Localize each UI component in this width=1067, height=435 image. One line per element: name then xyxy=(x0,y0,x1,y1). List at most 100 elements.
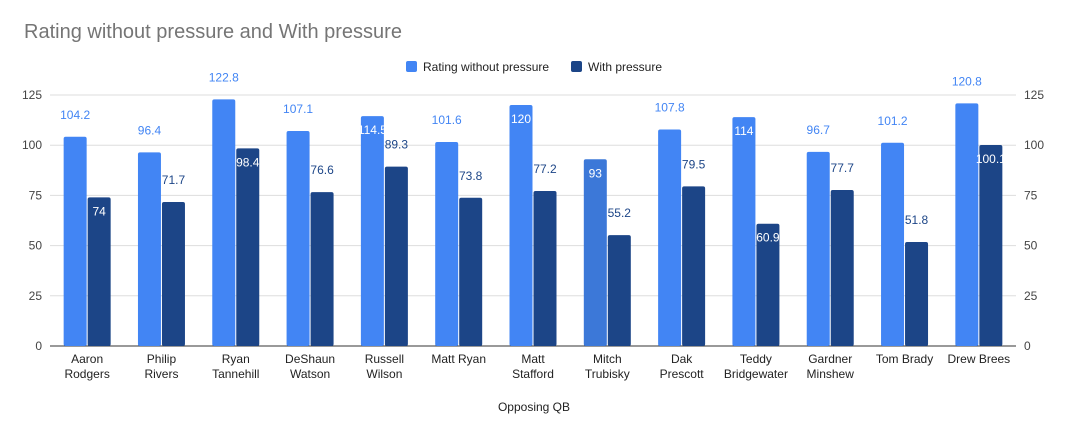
y-tick-label-right: 75 xyxy=(1024,188,1038,202)
data-label-without-pressure: 93 xyxy=(589,166,603,180)
category-label: DeShaun Watson xyxy=(285,352,335,381)
data-label-without-pressure: 120 xyxy=(511,112,531,126)
category-label-line: Rivers xyxy=(144,367,178,381)
data-label-with-pressure: 71.7 xyxy=(162,173,186,187)
bar-with-pressure xyxy=(830,189,854,346)
category-label-line: Bridgewater xyxy=(724,367,788,381)
bar-rating-without-pressure xyxy=(955,103,979,347)
category-label-line: Russell xyxy=(365,352,404,366)
data-label-with-pressure: 100.1 xyxy=(976,152,1006,166)
bar-rating-without-pressure xyxy=(658,129,682,346)
category-labels: Aaron Rodgers Philip Rivers Ryan Tannehill DeS… xyxy=(64,352,1010,381)
bar-rating-without-pressure xyxy=(509,105,533,346)
category-label-line: Matt xyxy=(521,352,545,366)
bar-rating-without-pressure xyxy=(360,116,384,346)
y-tick-label-left: 125 xyxy=(22,88,42,102)
gridlines xyxy=(50,94,1016,347)
y-tick-label-right: 125 xyxy=(1024,88,1044,102)
legend-swatch-without-pressure xyxy=(406,61,417,72)
category-label: Dak Prescott xyxy=(660,352,705,381)
data-label-with-pressure: 89.3 xyxy=(385,138,409,152)
y-tick-label-left: 25 xyxy=(29,289,43,303)
bar-rating-without-pressure xyxy=(732,117,756,346)
data-label-with-pressure: 77.7 xyxy=(831,161,855,175)
category-label-line: Stafford xyxy=(512,367,554,381)
y-tick-label-right: 25 xyxy=(1024,289,1038,303)
y-tick-label-right: 100 xyxy=(1024,138,1044,152)
data-label-without-pressure: 107.8 xyxy=(655,101,685,115)
axis-ticks: 0 0 25 25 50 50 75 75 100 100 125 125 xyxy=(22,88,1044,353)
data-label-without-pressure: 120.8 xyxy=(952,74,982,88)
bar-with-pressure xyxy=(236,148,260,346)
category-label: Tom Brady xyxy=(876,352,933,366)
bar-rating-without-pressure xyxy=(137,152,161,346)
category-label-line: Matt Ryan xyxy=(431,352,486,366)
category-label-line: Tom Brady xyxy=(876,352,933,366)
data-label-without-pressure: 104.2 xyxy=(60,108,90,122)
data-label-without-pressure: 96.7 xyxy=(807,123,831,137)
category-label-line: Philip xyxy=(147,352,177,366)
x-axis-title: Opposing QB xyxy=(498,400,570,414)
bar-with-pressure xyxy=(533,190,557,346)
category-label-line: Trubisky xyxy=(585,367,630,381)
category-label-line: Aaron xyxy=(71,352,103,366)
chart-title: Rating without pressure and With pressur… xyxy=(24,21,402,43)
y-tick-label-right: 50 xyxy=(1024,239,1038,253)
bar-with-pressure xyxy=(161,202,185,346)
category-label-line: Ryan xyxy=(222,352,250,366)
category-label-line: Teddy xyxy=(740,352,772,366)
y-tick-label-left: 50 xyxy=(29,239,43,253)
category-label-line: DeShaun xyxy=(285,352,335,366)
data-label-without-pressure: 101.2 xyxy=(878,114,908,128)
data-label-without-pressure: 96.4 xyxy=(138,123,162,137)
bar-with-pressure xyxy=(682,186,706,346)
category-label-line: Minshew xyxy=(807,367,855,381)
bar-with-pressure xyxy=(384,166,408,346)
data-label-with-pressure: 73.8 xyxy=(459,169,483,183)
category-label-line: Watson xyxy=(290,367,330,381)
data-label-without-pressure: 114 xyxy=(734,124,753,138)
category-label-line: Prescott xyxy=(660,367,705,381)
bar-with-pressure xyxy=(905,241,929,346)
category-label-line: Mitch xyxy=(593,352,622,366)
category-label-line: Wilson xyxy=(366,367,402,381)
legend-swatch-with-pressure xyxy=(571,61,582,72)
legend-label-with-pressure: With pressure xyxy=(588,60,662,74)
data-label-with-pressure: 51.8 xyxy=(905,213,929,227)
y-tick-label-left: 100 xyxy=(22,138,42,152)
bar-with-pressure xyxy=(310,192,334,346)
bar-rating-without-pressure xyxy=(63,136,87,346)
data-label-with-pressure: 55.2 xyxy=(608,206,632,220)
y-tick-label-right: 0 xyxy=(1024,339,1031,353)
category-label: Aaron Rodgers xyxy=(64,352,109,381)
data-label-without-pressure: 122.8 xyxy=(209,70,239,84)
data-label-with-pressure: 74 xyxy=(92,204,106,218)
category-label: Matt Stafford xyxy=(512,352,554,381)
data-label-without-pressure: 114.5 xyxy=(358,123,387,137)
category-label: Gardner Minshew xyxy=(807,352,855,381)
bar-with-pressure xyxy=(607,235,631,346)
category-label: Russell Wilson xyxy=(365,352,404,381)
bar-with-pressure xyxy=(979,144,1003,346)
bars xyxy=(63,99,1003,347)
category-label: Teddy Bridgewater xyxy=(724,352,788,381)
bar-rating-without-pressure xyxy=(212,99,236,346)
category-label: Drew Brees xyxy=(948,352,1011,366)
y-tick-label-left: 75 xyxy=(29,188,43,202)
category-label: Ryan Tannehill xyxy=(212,352,259,381)
category-label: Philip Rivers xyxy=(144,352,178,381)
bar-rating-without-pressure xyxy=(435,141,459,346)
data-label-with-pressure: 77.2 xyxy=(533,162,557,176)
data-label-with-pressure: 79.5 xyxy=(682,157,706,171)
category-label-line: Drew Brees xyxy=(948,352,1011,366)
bar-with-pressure xyxy=(459,197,483,346)
bar-rating-without-pressure xyxy=(286,130,310,346)
bar-rating-without-pressure xyxy=(806,151,830,346)
data-label-with-pressure: 76.6 xyxy=(310,163,334,177)
data-label-with-pressure: 60.9 xyxy=(756,231,780,245)
category-label-line: Rodgers xyxy=(64,367,109,381)
bar-with-pressure xyxy=(87,197,111,346)
category-label-line: Dak xyxy=(671,352,693,366)
data-label-with-pressure: 98.4 xyxy=(236,155,260,169)
bar-rating-without-pressure xyxy=(583,159,607,346)
